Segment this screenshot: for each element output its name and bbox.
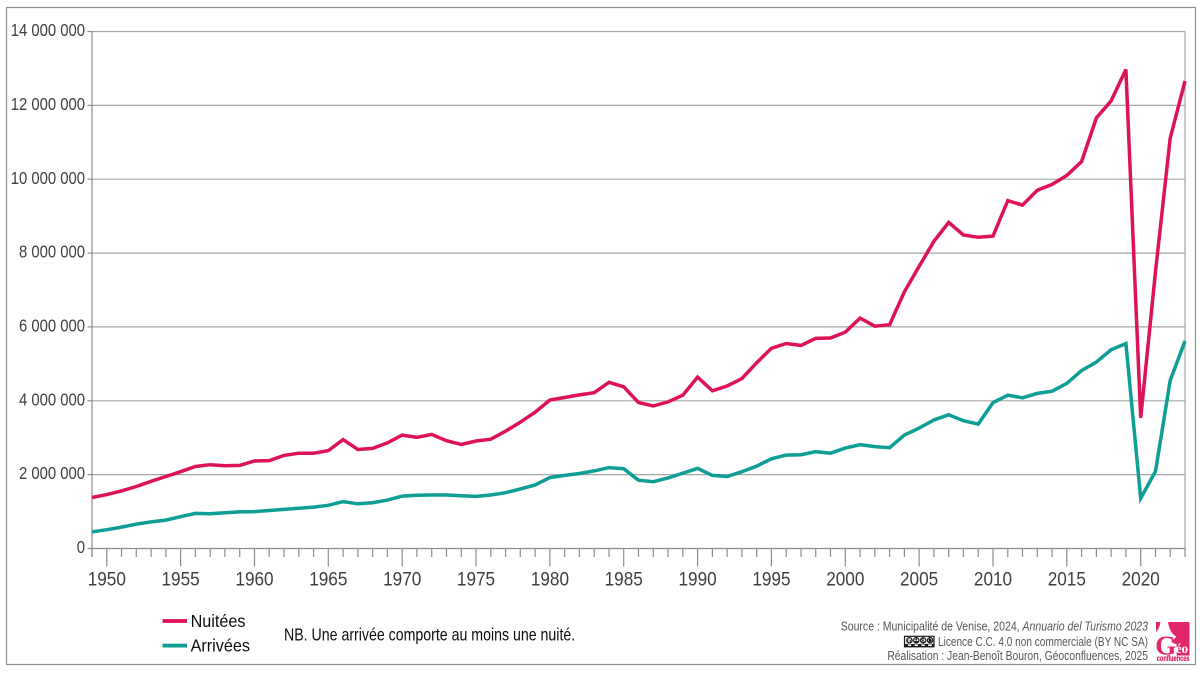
svg-text:12 000 000: 12 000 000 (11, 95, 85, 114)
svg-text:1980: 1980 (531, 568, 569, 590)
svg-text:2005: 2005 (900, 568, 938, 590)
svg-text:6 000 000: 6 000 000 (19, 316, 85, 335)
svg-text:1960: 1960 (235, 568, 273, 590)
svg-text:1965: 1965 (309, 568, 347, 590)
svg-text:éo: éo (1176, 641, 1189, 656)
svg-text:cc: cc (907, 638, 913, 644)
svg-text:2020: 2020 (1122, 568, 1160, 590)
svg-text:1970: 1970 (383, 568, 421, 590)
svg-text:2015: 2015 (1048, 568, 1086, 590)
svg-text:Licence C.C. 4.0 non commercia: Licence C.C. 4.0 non commerciale (BY NC … (938, 635, 1148, 650)
svg-text:confluences: confluences (1157, 654, 1190, 663)
svg-text:$: $ (921, 639, 925, 645)
svg-text:1995: 1995 (752, 568, 790, 590)
svg-text:2 000 000: 2 000 000 (19, 464, 85, 483)
svg-text:1975: 1975 (457, 568, 495, 590)
svg-text:1985: 1985 (605, 568, 643, 590)
svg-text:14 000 000: 14 000 000 (11, 21, 85, 40)
svg-text:2000: 2000 (826, 568, 864, 590)
svg-text:1955: 1955 (162, 568, 200, 590)
svg-text:2010: 2010 (974, 568, 1012, 590)
svg-text:G: G (1155, 631, 1176, 661)
svg-text:0: 0 (77, 538, 85, 557)
svg-text:Réalisation : Jean-Benoît Bour: Réalisation : Jean-Benoît Bouron, Géocon… (887, 649, 1148, 663)
svg-text:Nuitées: Nuitées (191, 611, 246, 631)
svg-text:Source : Municipalité de Venis: Source : Municipalité de Venise, 2024, A… (841, 619, 1149, 634)
svg-text:4 000 000: 4 000 000 (19, 390, 85, 409)
svg-text:10 000 000: 10 000 000 (11, 169, 85, 188)
svg-text:1990: 1990 (679, 568, 717, 590)
svg-text:1950: 1950 (88, 568, 126, 590)
svg-text:NB. Une arrivée comporte au mo: NB. Une arrivée comporte au moins une nu… (284, 626, 575, 645)
svg-text:Arrivées: Arrivées (191, 636, 250, 656)
svg-text:8 000 000: 8 000 000 (19, 243, 85, 262)
